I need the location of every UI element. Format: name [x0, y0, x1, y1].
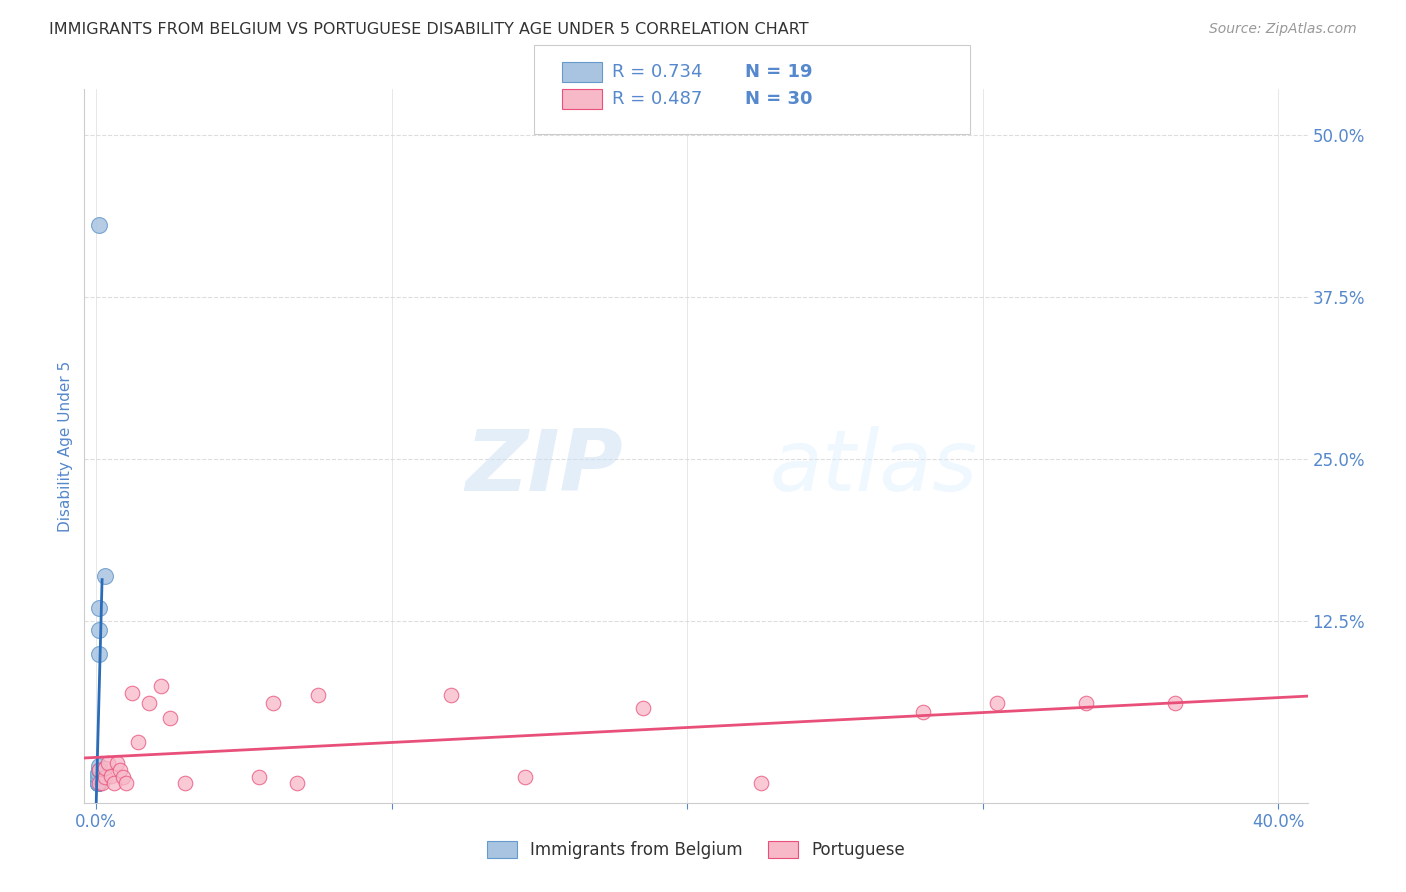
Text: R = 0.487: R = 0.487 [612, 90, 702, 108]
Point [86, 776, 108, 790]
Point [86, 776, 108, 790]
Point [97, 756, 120, 770]
Point [159, 711, 181, 725]
Point [86, 766, 108, 780]
Point [86, 776, 108, 790]
Point [749, 776, 772, 790]
Point [173, 776, 195, 790]
Text: R = 0.734: R = 0.734 [612, 63, 702, 81]
Point [100, 768, 122, 782]
Point [1163, 696, 1185, 710]
Point [86, 776, 108, 790]
Y-axis label: Disability Age Under 5: Disability Age Under 5 [58, 360, 73, 532]
Point [105, 756, 128, 770]
Point [111, 770, 134, 784]
Point [86, 776, 108, 790]
Point [262, 696, 284, 710]
Point [986, 696, 1008, 710]
Point [121, 685, 143, 699]
Point [86, 776, 108, 790]
Legend: Immigrants from Belgium, Portuguese: Immigrants from Belgium, Portuguese [481, 834, 911, 866]
Point [912, 705, 935, 719]
Text: N = 30: N = 30 [745, 90, 813, 108]
Point [440, 688, 463, 702]
Point [89, 601, 111, 615]
Point [285, 776, 308, 790]
Point [86, 770, 108, 784]
Point [103, 776, 125, 790]
Point [138, 696, 160, 710]
Point [631, 701, 654, 715]
Point [89, 219, 111, 233]
Point [307, 688, 329, 702]
Point [94, 568, 117, 582]
Point [89, 624, 111, 638]
Point [89, 647, 111, 661]
Point [114, 776, 136, 790]
Point [150, 679, 173, 693]
Text: ZIP: ZIP [465, 425, 623, 509]
Point [94, 770, 117, 784]
Point [127, 735, 149, 749]
Point [94, 761, 117, 775]
Point [86, 776, 108, 790]
Point [1074, 696, 1097, 710]
Point [247, 770, 270, 784]
Point [108, 764, 131, 778]
Point [86, 776, 108, 790]
Text: atlas: atlas [769, 425, 977, 509]
Point [86, 776, 108, 790]
Point [89, 764, 111, 778]
Text: Source: ZipAtlas.com: Source: ZipAtlas.com [1209, 22, 1357, 37]
Point [513, 770, 536, 784]
Point [89, 759, 111, 773]
Point [86, 776, 108, 790]
Text: N = 19: N = 19 [745, 63, 813, 81]
Text: IMMIGRANTS FROM BELGIUM VS PORTUGUESE DISABILITY AGE UNDER 5 CORRELATION CHART: IMMIGRANTS FROM BELGIUM VS PORTUGUESE DI… [49, 22, 808, 37]
Point [87, 764, 110, 778]
Point [91, 776, 114, 790]
Point [89, 776, 111, 790]
